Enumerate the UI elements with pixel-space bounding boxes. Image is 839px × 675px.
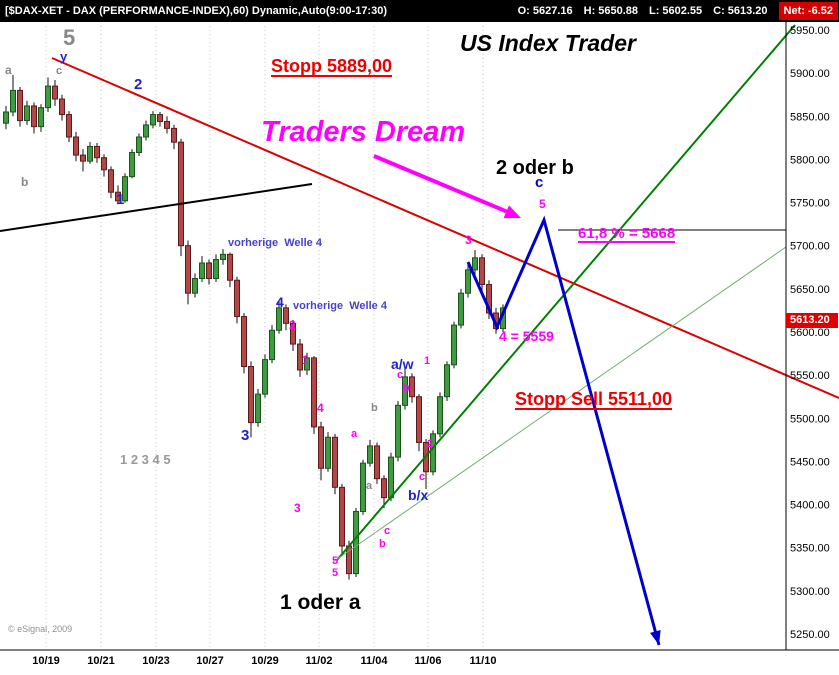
x-axis-tick: 11/04 [361,655,389,667]
quote-high-value: 5650.88 [598,5,638,17]
y-axis-tick: 5700.00 [790,241,830,253]
last-price-tag: 5613.20 [786,312,838,328]
quote-close: C: 5613.20 [713,5,767,17]
elliott-projection-line [466,215,661,646]
candles-group [3,74,506,580]
y-axis-tick: 5850.00 [790,111,830,123]
y-axis-tick: 5450.00 [790,456,830,468]
quote-low-label: L: [649,5,660,17]
y-axis-tick: 5300.00 [790,586,830,598]
y-axis-labels: 5950.00 5900.00 5850.00 5800.00 5750.00 5700.… [790,25,830,641]
net-change-label: Net: [783,5,805,17]
quote-strip: O: 5627.16 H: 5650.88 L: 5602.55 C: 5613… [518,2,839,20]
support-line-green-2 [332,246,787,563]
x-axis-tick: 11/06 [415,655,442,667]
y-axis-tick: 5750.00 [790,198,830,210]
traders-dream-arrow [373,154,521,219]
quote-high: H: 5650.88 [584,5,638,17]
y-axis-tick: 5350.00 [790,543,830,555]
title-bar: [$DAX-XET - DAX (PERFORMANCE-INDEX),60) … [0,0,839,22]
y-axis-tick: 5900.00 [790,68,830,80]
x-axis-labels: 10/19 10/21 10/23 10/27 10/29 11/02 11/04 11/06… [32,655,496,667]
quote-open: O: 5627.16 [518,5,573,17]
quote-low: L: 5602.55 [649,5,702,17]
axis-frame [0,22,839,651]
y-axis-tick: 5800.00 [790,154,830,166]
support-line-green [336,24,796,561]
x-axis-tick: 10/27 [196,655,224,667]
quote-open-label: O: [517,5,530,17]
resistance-line-red [51,57,839,399]
y-axis-tick: 5600.00 [790,327,830,339]
y-axis-tick: 5400.00 [790,500,830,512]
y-axis-tick: 5250.00 [790,629,830,641]
quote-close-label: C: [713,5,725,17]
net-change-value: -6.52 [807,5,833,17]
y-axis-tick: 5950.00 [790,25,830,37]
quote-close-value: 5613.20 [727,5,768,17]
quote-high-label: H: [583,5,596,17]
chart-title: [$DAX-XET - DAX (PERFORMANCE-INDEX),60) … [5,5,387,17]
x-axis-tick: 10/23 [142,655,170,667]
x-axis-tick: 10/21 [87,655,115,667]
esignal-watermark: © eSignal, 2009 [8,624,73,634]
y-axis-tick: 5550.00 [790,370,830,382]
y-axis-tick: 5650.00 [790,284,830,296]
quote-open-value: 5627.16 [532,5,573,17]
gridlines [45,26,484,649]
x-axis-tick: 10/29 [251,655,279,667]
x-axis-tick: 10/19 [32,655,60,667]
y-axis-tick: 5500.00 [790,413,830,425]
x-axis-tick: 11/02 [306,655,333,667]
neckline-black [0,183,313,232]
x-axis-tick: 11/10 [470,655,497,667]
net-change-badge: Net: -6.52 [778,2,838,20]
quote-low-value: 5602.55 [662,5,703,17]
trendlines-group [0,24,839,563]
